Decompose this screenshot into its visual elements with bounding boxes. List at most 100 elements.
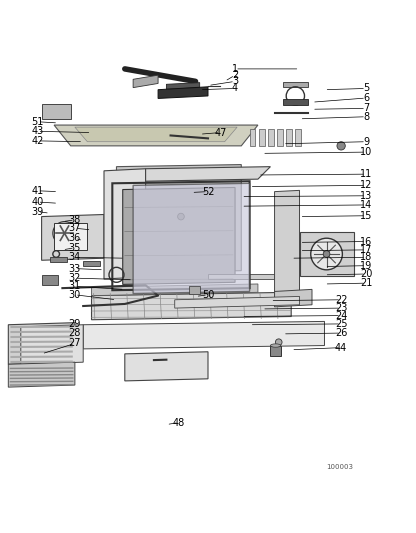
Polygon shape [92, 284, 258, 296]
Text: 41: 41 [31, 186, 44, 196]
Text: 19: 19 [360, 261, 372, 271]
Polygon shape [75, 127, 237, 142]
Bar [50, 257, 67, 262]
Bar [54, 223, 87, 250]
Circle shape [311, 238, 342, 270]
Bar [42, 275, 58, 285]
Bar [283, 99, 308, 105]
Circle shape [337, 142, 345, 150]
Polygon shape [10, 330, 73, 333]
Polygon shape [166, 83, 200, 90]
Text: 10: 10 [360, 147, 372, 157]
Text: 22: 22 [335, 295, 347, 305]
Polygon shape [10, 351, 73, 353]
Polygon shape [10, 341, 73, 343]
Bar [270, 345, 281, 356]
Text: 40: 40 [31, 197, 44, 207]
Text: 34: 34 [69, 252, 81, 262]
Bar [295, 129, 301, 146]
Circle shape [178, 213, 184, 220]
Circle shape [323, 251, 330, 257]
Polygon shape [133, 183, 250, 294]
Text: 7: 7 [363, 103, 369, 114]
Text: 20: 20 [360, 269, 372, 279]
Text: 31: 31 [69, 281, 81, 292]
Polygon shape [275, 289, 312, 307]
Polygon shape [92, 292, 291, 320]
Text: 44: 44 [335, 343, 347, 353]
Polygon shape [42, 214, 104, 260]
Text: 3: 3 [232, 76, 238, 86]
Polygon shape [146, 167, 270, 181]
Polygon shape [123, 188, 235, 285]
Bar [286, 129, 292, 146]
Bar [277, 129, 283, 146]
Text: 29: 29 [69, 319, 81, 329]
Text: 15: 15 [360, 211, 372, 221]
Text: 8: 8 [363, 112, 369, 122]
Polygon shape [8, 362, 75, 387]
Text: 21: 21 [360, 278, 372, 288]
Bar [300, 232, 354, 276]
Text: 2: 2 [232, 70, 238, 80]
Text: 42: 42 [31, 136, 44, 146]
Polygon shape [10, 336, 73, 338]
Text: 38: 38 [69, 215, 81, 225]
Polygon shape [54, 125, 258, 146]
Polygon shape [175, 296, 300, 308]
Text: 33: 33 [69, 264, 81, 273]
Text: 25: 25 [335, 319, 347, 329]
Polygon shape [10, 360, 73, 363]
Bar [189, 286, 200, 294]
Text: 30: 30 [69, 290, 81, 300]
Polygon shape [10, 326, 73, 328]
Text: 1: 1 [232, 64, 238, 74]
Polygon shape [104, 169, 146, 279]
Bar [42, 104, 71, 119]
Bar [268, 129, 274, 146]
Text: 6: 6 [363, 93, 369, 103]
Circle shape [53, 222, 76, 245]
Text: 50: 50 [202, 290, 214, 300]
Text: 47: 47 [214, 127, 227, 138]
Polygon shape [10, 356, 73, 358]
Text: 24: 24 [335, 311, 347, 320]
Bar [208, 274, 291, 279]
Text: 36: 36 [69, 233, 81, 243]
Polygon shape [8, 322, 75, 364]
Polygon shape [158, 87, 208, 99]
Text: 39: 39 [31, 207, 44, 216]
Text: 28: 28 [69, 328, 81, 338]
Bar [259, 129, 265, 146]
Text: 35: 35 [69, 243, 81, 253]
Text: 11: 11 [360, 169, 372, 179]
Circle shape [275, 339, 282, 345]
Text: 16: 16 [360, 237, 372, 247]
Polygon shape [275, 190, 300, 293]
Text: 9: 9 [363, 136, 369, 147]
Text: 51: 51 [31, 117, 44, 127]
Text: 5: 5 [363, 84, 369, 93]
Text: 52: 52 [202, 187, 214, 197]
Polygon shape [133, 75, 158, 87]
Text: 48: 48 [173, 417, 185, 427]
Bar [283, 82, 308, 87]
Text: 4: 4 [232, 84, 238, 93]
Bar [250, 129, 255, 146]
Text: 14: 14 [360, 200, 372, 210]
Text: 100003: 100003 [327, 464, 354, 470]
Ellipse shape [270, 344, 281, 347]
Polygon shape [116, 165, 241, 273]
Polygon shape [10, 345, 73, 348]
Polygon shape [83, 321, 324, 349]
Text: 18: 18 [360, 252, 372, 262]
Text: 27: 27 [69, 338, 81, 349]
Polygon shape [21, 325, 83, 364]
Text: 26: 26 [335, 328, 347, 338]
Text: 23: 23 [335, 303, 347, 313]
Bar [83, 261, 100, 265]
Text: 13: 13 [360, 191, 372, 201]
Text: 43: 43 [31, 126, 44, 136]
Text: 37: 37 [69, 223, 81, 233]
Text: 12: 12 [360, 180, 372, 190]
